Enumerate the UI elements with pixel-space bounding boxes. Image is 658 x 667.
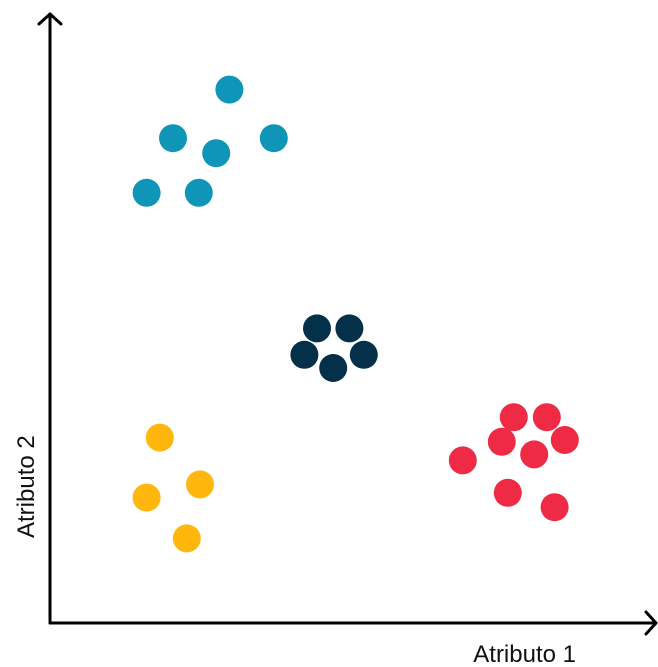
data-point-cluster-1-4 — [259, 124, 288, 153]
data-point-cluster-2-4 — [349, 340, 378, 369]
data-point-cluster-4-8 — [540, 493, 569, 522]
cluster-4 — [448, 403, 579, 522]
data-point-cluster-1-2 — [159, 124, 187, 153]
cluster-2 — [290, 314, 378, 382]
data-point-cluster-2-2 — [335, 314, 364, 343]
data-point-cluster-3-2 — [186, 470, 214, 499]
y-axis-arrow — [37, 12, 63, 26]
x-axis-label: Atributo 1 — [473, 641, 576, 667]
data-points — [132, 75, 579, 553]
data-point-cluster-3-3 — [132, 483, 161, 512]
data-point-cluster-2-5 — [319, 354, 348, 382]
data-point-cluster-4-2 — [532, 403, 561, 432]
data-point-cluster-2-1 — [303, 314, 331, 343]
data-point-cluster-1-6 — [184, 178, 213, 207]
data-point-cluster-1-3 — [202, 139, 231, 168]
data-point-cluster-4-7 — [493, 478, 522, 507]
data-point-cluster-4-6 — [448, 446, 477, 475]
data-point-cluster-3-1 — [145, 423, 174, 452]
data-point-cluster-4-5 — [520, 440, 549, 469]
data-point-cluster-1-1 — [215, 75, 244, 104]
axes — [37, 12, 658, 636]
data-point-cluster-4-3 — [487, 427, 516, 456]
data-point-cluster-1-5 — [132, 178, 161, 207]
data-point-cluster-2-3 — [290, 340, 319, 369]
y-axis-label: Atributo 2 — [13, 435, 40, 538]
data-point-cluster-4-4 — [550, 426, 579, 454]
cluster-1 — [132, 75, 288, 207]
cluster-3 — [132, 423, 214, 553]
data-point-cluster-4-1 — [499, 403, 528, 432]
data-point-cluster-3-4 — [172, 524, 201, 553]
x-axis-arrow — [644, 610, 658, 636]
